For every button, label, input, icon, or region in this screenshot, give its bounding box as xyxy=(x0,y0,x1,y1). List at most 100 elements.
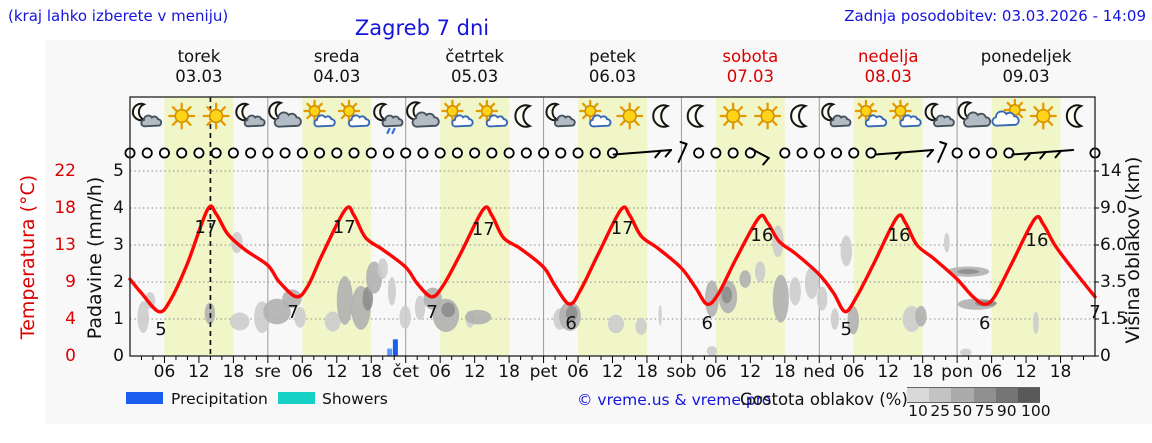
temp-value-label: 16 xyxy=(750,224,774,246)
x-label-12: 12 xyxy=(188,362,210,382)
weather-icon-sun xyxy=(754,102,782,130)
weather-icon-moon-cloud xyxy=(131,102,163,128)
temp-value-label: 17 xyxy=(194,217,218,239)
x-label-18: 18 xyxy=(636,362,658,382)
precipitation-legend-label: Precipitation xyxy=(171,390,268,408)
precipitation-swatch xyxy=(126,392,163,404)
x-label-sre: sre xyxy=(254,362,281,382)
day-name-sreda: sreda xyxy=(313,47,360,66)
x-label-12: 12 xyxy=(877,362,900,382)
day-date-ponedeljek: 09.03 xyxy=(1002,67,1050,86)
cloud-scale-label: 10 xyxy=(908,402,928,420)
cloud-scale-label: 100 xyxy=(1021,402,1051,420)
weather-icon-moon-cloud xyxy=(821,102,852,128)
weather-icon-moon xyxy=(790,104,809,128)
cloud-scale-segment xyxy=(907,387,930,403)
temp-value-label: 6 xyxy=(701,313,713,335)
weather-icon-sun-cloud xyxy=(889,99,922,128)
day-name-nedelja: nedelja xyxy=(857,47,919,66)
day-name-sobota: sobota xyxy=(722,47,779,66)
cloud-scale-label: 25 xyxy=(930,402,951,420)
day-date-četrtek: 05.03 xyxy=(451,67,499,86)
weather-icon-sun-cloud xyxy=(475,99,509,128)
day-date-petek: 06.03 xyxy=(588,67,637,86)
cloud-tick-6.0: 6.0 xyxy=(1100,235,1128,255)
temp-value-label: 7 xyxy=(1089,301,1101,323)
credit-link[interactable]: © vreme.us & vreme.pro xyxy=(577,391,772,409)
x-label-06: 06 xyxy=(153,362,176,382)
x-label-06: 06 xyxy=(291,362,314,382)
x-label-čet: čet xyxy=(392,362,419,382)
weather-icon-sun xyxy=(616,102,644,130)
x-label-12: 12 xyxy=(1015,362,1037,382)
x-label-06: 06 xyxy=(705,362,727,382)
x-label-06: 06 xyxy=(429,362,451,382)
x-label-sob: sob xyxy=(666,362,697,382)
cloud-scale-label: 90 xyxy=(996,402,1017,420)
weather-icon-moon-cloud2 xyxy=(957,101,992,128)
x-label-06: 06 xyxy=(980,362,1003,382)
precip-tick-0: 0 xyxy=(113,346,124,366)
weather-icon-moon-cloud xyxy=(924,102,955,128)
weather-icon-sun xyxy=(1029,102,1057,130)
x-label-18: 18 xyxy=(773,362,796,382)
temp-value-label: 6 xyxy=(565,313,577,335)
precip-bars xyxy=(387,339,398,356)
precip-tick-1: 1 xyxy=(113,309,124,329)
cloud-scale-segment xyxy=(951,387,974,403)
temp-tick-9: 9 xyxy=(65,272,76,292)
x-label-18: 18 xyxy=(911,362,934,382)
x-label-ned: ned xyxy=(803,362,836,382)
weather-icon-sun-cloud xyxy=(337,99,371,128)
last-update-text: Zadnja posodobitev: 03.03.2026 - 14:09 xyxy=(844,7,1146,25)
weather-icon-moon xyxy=(514,104,533,128)
x-label-06: 06 xyxy=(567,362,589,382)
weather-icon-sun xyxy=(202,102,230,130)
cloud-scale-segment xyxy=(995,387,1018,403)
weather-icon-sun-cloud xyxy=(441,99,474,128)
menu-hint: (kraj lahko izberete v meniju) xyxy=(8,7,229,25)
weather-icon-sun-cloud xyxy=(854,99,888,128)
x-label-pet: pet xyxy=(529,362,558,382)
weather-icons xyxy=(131,98,1084,135)
day-name-ponedeljek: ponedeljek xyxy=(980,47,1072,66)
weather-icon-sun-cloud xyxy=(579,99,612,128)
day-separators xyxy=(267,97,958,356)
day-name-četrtek: četrtek xyxy=(445,47,504,66)
axis-ticks xyxy=(140,170,1099,363)
cloud-tick-9.0: 9.0 xyxy=(1100,198,1128,218)
weather-icon-sun xyxy=(168,102,196,130)
precip-tick-2: 2 xyxy=(113,272,124,292)
weather-icon-moon xyxy=(652,104,671,128)
cloud-tick-14: 14 xyxy=(1100,161,1122,181)
temp-value-label: 16 xyxy=(1025,230,1049,252)
weather-icon-sun xyxy=(719,102,747,130)
temp-value-label: 17 xyxy=(471,219,495,241)
x-label-12: 12 xyxy=(463,362,486,382)
cloud-tick-0: 0 xyxy=(1100,346,1111,366)
weather-icon-moon-cloud2 xyxy=(268,101,302,128)
weather-icon-moon xyxy=(1065,104,1084,128)
x-label-18: 18 xyxy=(360,362,383,382)
temp-value-label: 5 xyxy=(155,318,167,340)
precip-tick-5: 5 xyxy=(113,161,124,181)
temp-value-label: 5 xyxy=(840,318,852,340)
weather-icon-sun-cloud xyxy=(303,99,336,128)
weather-icon-moon xyxy=(686,104,705,128)
day-name-petek: petek xyxy=(589,47,636,66)
x-label-18: 18 xyxy=(222,362,245,382)
x-label-12: 12 xyxy=(739,362,762,382)
weather-icon-moon-cloud xyxy=(545,102,576,128)
day-name-torek: torek xyxy=(177,47,221,66)
cloud-tick-3.5: 3.5 xyxy=(1100,272,1128,292)
temp-value-label: 16 xyxy=(887,224,911,246)
showers-legend-label: Showers xyxy=(322,390,388,408)
temp-value-label: 17 xyxy=(610,218,634,240)
cloud-density-label: Gostota oblakov (%) xyxy=(740,390,908,409)
cloud-scale-segment xyxy=(929,387,952,403)
weather-icon-cloud-sun xyxy=(991,98,1027,127)
weather-icon-moon-cloud-drizzle xyxy=(373,102,404,135)
x-label-06: 06 xyxy=(842,362,865,382)
weather-icon-moon-cloud xyxy=(235,102,266,128)
